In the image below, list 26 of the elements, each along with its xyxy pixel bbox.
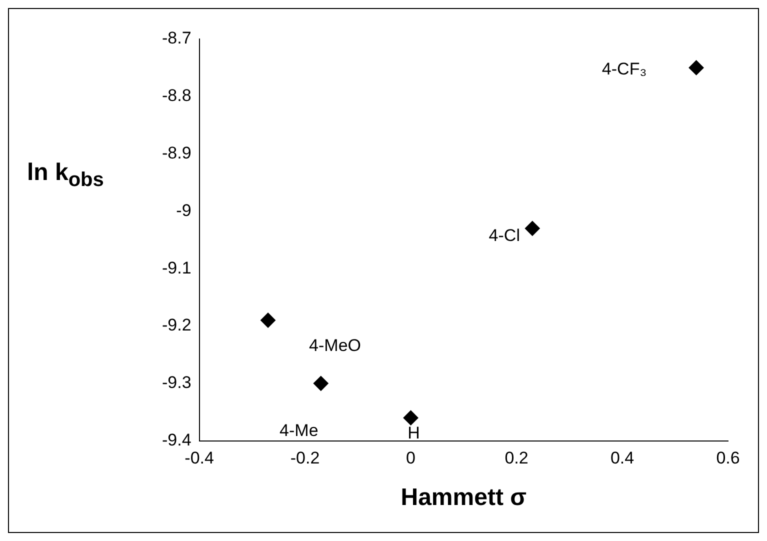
annotation: 4-MeO <box>309 336 362 355</box>
x-tick-label: 0.4 <box>610 448 634 468</box>
point <box>403 410 418 426</box>
x-tick-label: 0.6 <box>716 448 740 468</box>
annotation: 4-Me <box>280 421 318 440</box>
x-tick-label: -0.4 <box>184 448 214 468</box>
x-tick-label: 0 <box>406 448 416 468</box>
y-tick-label: -9.3 <box>162 373 192 392</box>
y-tick-label: -8.8 <box>162 86 192 106</box>
point <box>688 60 704 76</box>
x-axis-title: Hammett σ <box>400 484 527 512</box>
y-axis-title: ln k$_{obs}$ <box>27 159 104 192</box>
annotation: 4-CF₃ <box>602 59 647 78</box>
point <box>260 312 276 328</box>
annotation: 4-Cl <box>488 226 520 246</box>
x-tick-label: -0.2 <box>290 448 320 468</box>
y-tick-label: -9.4 <box>162 430 192 450</box>
point <box>524 220 540 236</box>
y-tick-label: -9.2 <box>162 316 192 335</box>
y-tick-label: -9 <box>176 200 192 220</box>
annotation: H <box>408 424 420 443</box>
point <box>313 376 328 391</box>
y-tick-label: -8.9 <box>162 143 192 162</box>
y-tick-label: -9.1 <box>162 258 192 278</box>
x-tick-label: 0.2 <box>504 448 528 468</box>
y-tick-label: -8.7 <box>162 28 192 48</box>
